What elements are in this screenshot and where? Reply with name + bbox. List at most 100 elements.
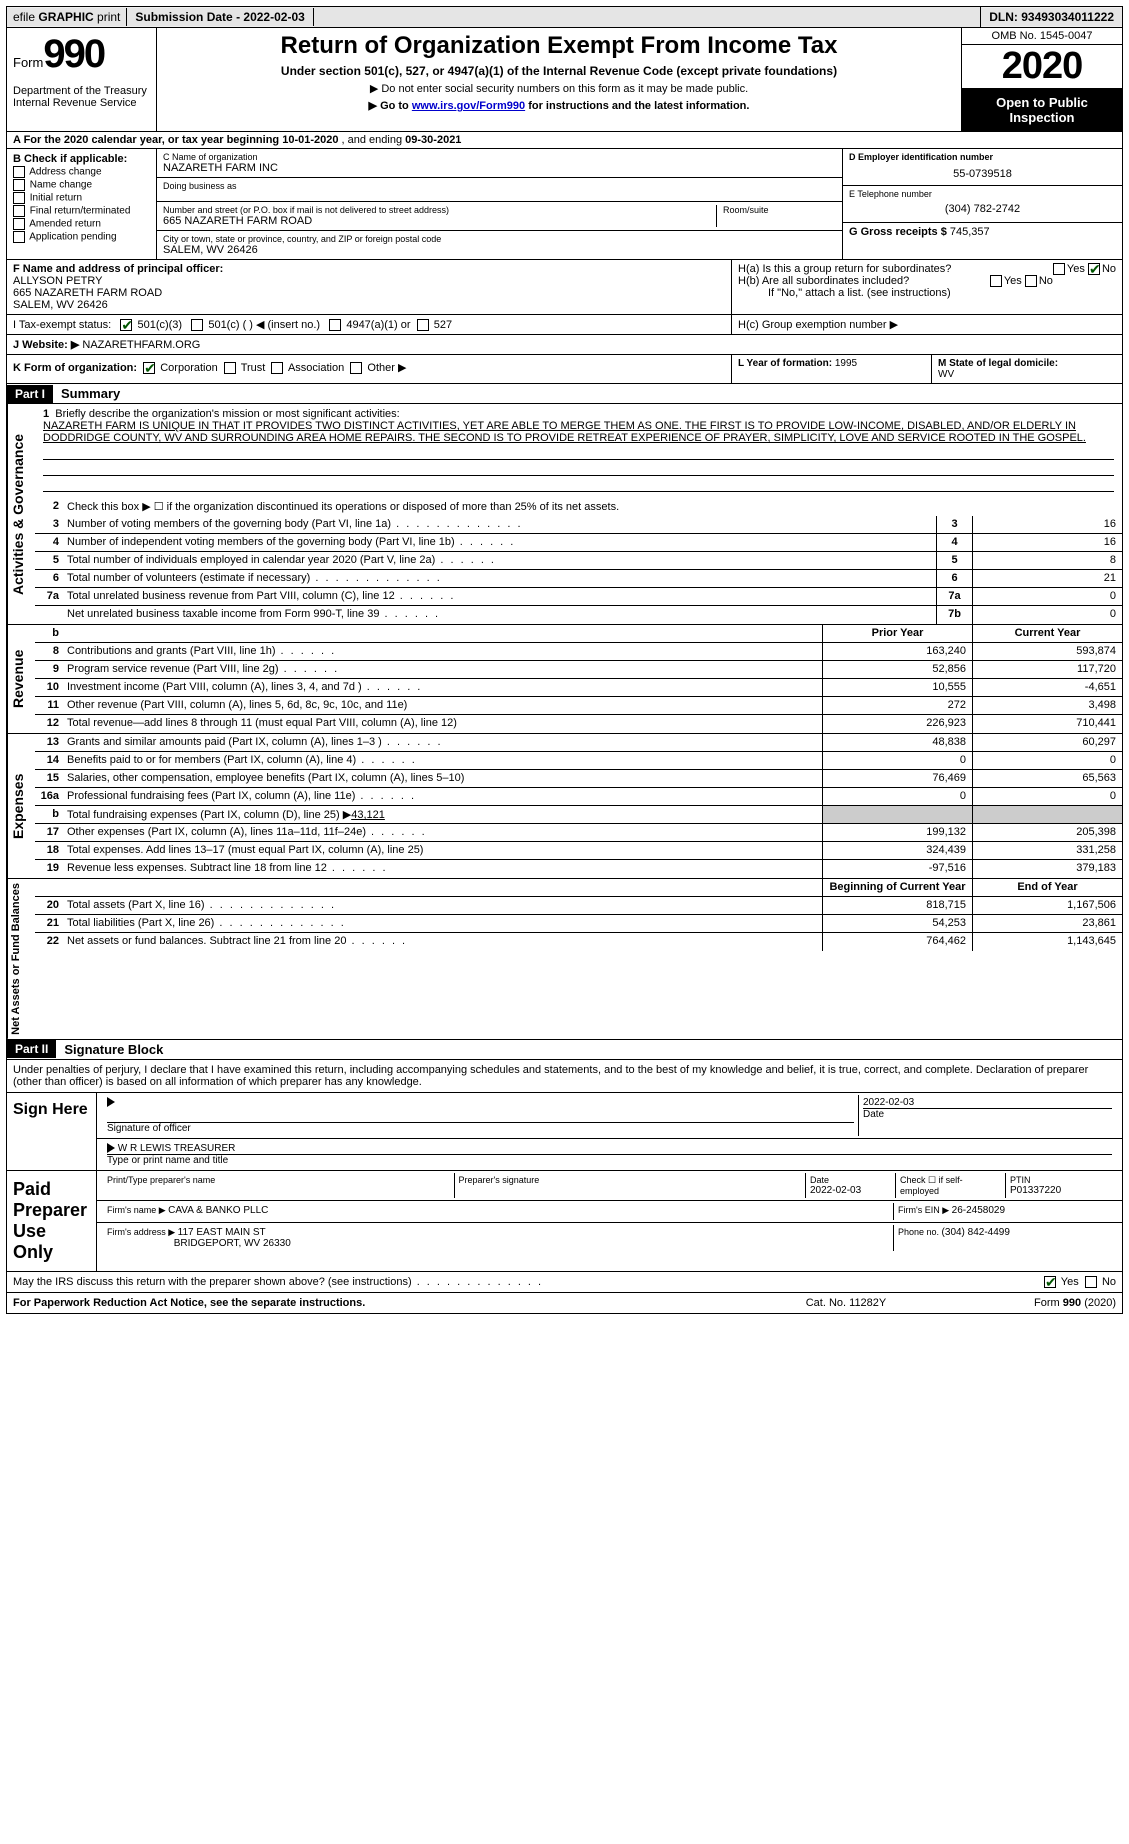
ha-yes[interactable] <box>1053 263 1065 275</box>
box-i: I Tax-exempt status: 501(c)(3) 501(c) ( … <box>7 315 732 334</box>
gross-amount: 745,357 <box>950 226 990 238</box>
mission-block: 1 Briefly describe the organization's mi… <box>35 404 1122 498</box>
firm-addr2: BRIDGEPORT, WV 26330 <box>174 1238 291 1249</box>
dln: DLN: 93493034011222 <box>981 8 1122 26</box>
officer-name-title: W R LEWIS TREASURER <box>118 1143 236 1154</box>
box-b-label: B Check if applicable: <box>13 153 150 165</box>
firm-addr1: 117 EAST MAIN ST <box>178 1227 266 1238</box>
paid-preparer-block: Paid Preparer Use Only Print/Type prepar… <box>6 1171 1123 1272</box>
efile-prefix: efile <box>13 10 38 24</box>
street-label: Number and street (or P.O. box if mail i… <box>163 205 716 215</box>
phone-label: E Telephone number <box>849 189 1116 199</box>
header-grid: B Check if applicable: Address change Na… <box>6 149 1123 260</box>
website: NAZARETHFARM.ORG <box>82 339 200 351</box>
discuss-yes[interactable] <box>1044 1276 1056 1288</box>
hb-yes[interactable] <box>990 275 1002 287</box>
tax-year: 2020 <box>962 45 1122 89</box>
room-label: Room/suite <box>723 205 836 215</box>
hb-no[interactable] <box>1025 275 1037 287</box>
officer-addr1: 665 NAZARETH FARM ROAD <box>13 287 162 299</box>
subtitle-3: ▶ Go to www.irs.gov/Form990 for instruct… <box>163 99 955 112</box>
sidetab-revenue: Revenue <box>7 625 35 733</box>
dba-label: Doing business as <box>163 181 836 191</box>
arrow-icon <box>107 1097 115 1107</box>
col-end: End of Year <box>972 879 1122 896</box>
chk-initial[interactable]: Initial return <box>13 192 150 204</box>
officer-addr2: SALEM, WV 26426 <box>13 299 108 311</box>
l7a-val: 0 <box>972 588 1122 605</box>
footer-cat: Cat. No. 11282Y <box>776 1297 916 1309</box>
open-public: Open to Public Inspection <box>962 89 1122 131</box>
l7b-val: 0 <box>972 606 1122 624</box>
sign-here-label: Sign Here <box>7 1093 97 1170</box>
firm-ein: 26-2458029 <box>952 1205 1005 1216</box>
discuss-no[interactable] <box>1085 1276 1097 1288</box>
arrow-icon <box>107 1143 115 1153</box>
section-governance: Activities & Governance 1 Briefly descri… <box>6 404 1123 625</box>
sidetab-net: Net Assets or Fund Balances <box>7 879 35 1039</box>
org-name: NAZARETH FARM INC <box>163 162 836 174</box>
i-4947[interactable] <box>329 319 341 331</box>
perjury-statement: Under penalties of perjury, I declare th… <box>6 1060 1123 1093</box>
preparer-phone: (304) 842-4499 <box>942 1227 1010 1238</box>
section-revenue: Revenue bPrior YearCurrent Year 8Contrib… <box>6 625 1123 734</box>
chk-app-pending[interactable]: Application pending <box>13 231 150 243</box>
phone: (304) 782-2742 <box>849 199 1116 215</box>
subtitle-1: Under section 501(c), 527, or 4947(a)(1)… <box>163 64 955 78</box>
sign-here-block: Sign Here Signature of officer 2022-02-0… <box>6 1093 1123 1171</box>
form-word: Form <box>13 55 43 70</box>
sig-officer-label: Signature of officer <box>107 1122 854 1134</box>
dept-irs: Internal Revenue Service <box>13 97 150 109</box>
form-number: 990 <box>43 32 104 76</box>
website-label: J Website: ▶ <box>13 339 82 351</box>
row-j: J Website: ▶ NAZARETHFARM.ORG <box>6 335 1123 355</box>
efile-suffix: print <box>97 10 120 24</box>
part-i-badge: Part I <box>7 385 53 403</box>
l3-val: 16 <box>972 516 1122 533</box>
paid-preparer-label: Paid Preparer Use Only <box>7 1171 97 1271</box>
street: 665 NAZARETH FARM ROAD <box>163 215 716 227</box>
k-other[interactable] <box>350 362 362 374</box>
ein: 55-0739518 <box>849 162 1116 180</box>
section-net-assets: Net Assets or Fund Balances Beginning of… <box>6 879 1123 1040</box>
discuss-row: May the IRS discuss this return with the… <box>6 1272 1123 1293</box>
chk-final[interactable]: Final return/terminated <box>13 205 150 217</box>
part-ii-head: Part II Signature Block <box>6 1040 1123 1060</box>
sig-date: 2022-02-03 <box>863 1097 1112 1108</box>
ein-label: D Employer identification number <box>849 152 1116 162</box>
box-k: K Form of organization: Corporation Trus… <box>7 355 732 383</box>
part-ii-title: Signature Block <box>56 1040 171 1059</box>
k-trust[interactable] <box>224 362 236 374</box>
header-left: Form990 Department of the Treasury Inter… <box>7 28 157 131</box>
sidetab-governance: Activities & Governance <box>7 404 35 624</box>
box-d-e-g: D Employer identification number 55-0739… <box>842 149 1122 259</box>
row-klm: K Form of organization: Corporation Trus… <box>6 355 1123 384</box>
part-i-title: Summary <box>53 384 128 403</box>
i-527[interactable] <box>417 319 429 331</box>
sig-date-label: Date <box>863 1108 1112 1120</box>
chk-name[interactable]: Name change <box>13 179 150 191</box>
i-501c3[interactable] <box>120 319 132 331</box>
box-c: C Name of organization NAZARETH FARM INC… <box>157 149 842 259</box>
col-prior: Prior Year <box>822 625 972 642</box>
line-2: Check this box ▶ ☐ if the organization d… <box>63 498 1122 516</box>
k-corp[interactable] <box>143 362 155 374</box>
k-assoc[interactable] <box>271 362 283 374</box>
firm-name: CAVA & BANKO PLLC <box>168 1205 268 1216</box>
i-501c[interactable] <box>191 319 203 331</box>
mission-text: NAZARETH FARM IS UNIQUE IN THAT IT PROVI… <box>43 420 1086 444</box>
irs-link[interactable]: www.irs.gov/Form990 <box>412 100 525 112</box>
footer-right: Form 990 (2020) <box>916 1297 1116 1309</box>
ptin: P01337220 <box>1010 1185 1112 1196</box>
ha-no[interactable] <box>1088 263 1100 275</box>
efile-bold: GRAPHIC <box>38 10 97 24</box>
row-a-taxyear: A For the 2020 calendar year, or tax yea… <box>6 132 1123 149</box>
city-label: City or town, state or province, country… <box>163 234 836 244</box>
top-bar: efile GRAPHIC print Submission Date - 20… <box>6 6 1123 28</box>
chk-address[interactable]: Address change <box>13 166 150 178</box>
form-header: Form990 Department of the Treasury Inter… <box>6 28 1123 132</box>
section-expenses: Expenses 13Grants and similar amounts pa… <box>6 734 1123 879</box>
sidetab-expenses: Expenses <box>7 734 35 878</box>
chk-amended[interactable]: Amended return <box>13 218 150 230</box>
row-fh: F Name and address of principal officer:… <box>6 260 1123 315</box>
